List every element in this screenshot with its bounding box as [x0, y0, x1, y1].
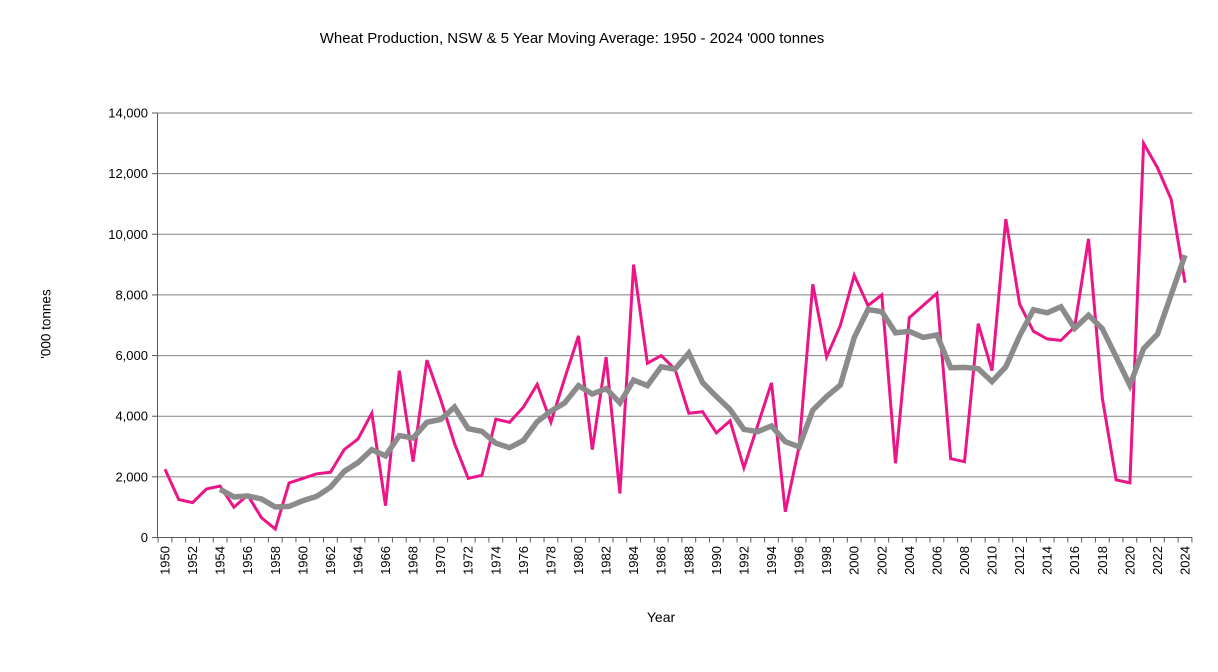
y-axis-tick-label: 2,000 — [115, 469, 148, 484]
x-axis-tick-label: 1992 — [736, 546, 751, 575]
x-axis-tick-label: 2020 — [1122, 546, 1137, 575]
y-axis-tick-label: 12,000 — [108, 166, 148, 181]
x-axis-tick-label: 2010 — [985, 546, 1000, 575]
x-axis-tick-label: 2014 — [1040, 546, 1055, 575]
x-axis-tick-label: 1960 — [295, 546, 310, 575]
x-axis-tick-label: 1972 — [461, 546, 476, 575]
x-axis-tick-label: 1978 — [543, 546, 558, 575]
x-axis-tick-label: 1964 — [350, 546, 365, 575]
x-axis-title: Year — [646, 609, 676, 625]
y-axis-tick-label: 14,000 — [108, 106, 148, 121]
x-axis-tick-label: 1950 — [158, 546, 173, 575]
x-axis-tick-label: 1958 — [268, 546, 283, 575]
x-axis-tick-label: 2016 — [1067, 546, 1082, 575]
x-axis-tick-label: 2006 — [929, 546, 944, 575]
y-axis-tick-label: 8,000 — [115, 287, 148, 302]
chart-title: Wheat Production, NSW & 5 Year Moving Av… — [319, 30, 825, 47]
x-axis-tick-label: 2024 — [1178, 546, 1193, 575]
x-axis-tick-label: 2018 — [1095, 546, 1110, 575]
y-axis-title: '000 tonnes — [38, 289, 54, 359]
y-axis-tick-label: 0 — [141, 530, 148, 545]
x-axis-tick-label: 1966 — [378, 546, 393, 575]
x-axis-tick-label: 2004 — [902, 546, 917, 575]
y-axis-tick-label: 10,000 — [108, 227, 148, 242]
x-axis-tick-label: 1990 — [709, 546, 724, 575]
x-axis-tick-label: 1954 — [213, 546, 228, 575]
x-axis-tick-label: 1988 — [681, 546, 696, 575]
moving-average-line — [218, 254, 1188, 510]
y-axis-tick-label: 6,000 — [115, 348, 148, 363]
x-axis-tick-label: 1996 — [792, 546, 807, 575]
x-axis-tick-label: 2022 — [1150, 546, 1165, 575]
x-axis-tick-label: 1984 — [626, 546, 641, 575]
x-axis-tick-label: 2002 — [874, 546, 889, 575]
x-axis-tick-label: 1976 — [516, 546, 531, 575]
x-axis-tick-label: 1974 — [488, 546, 503, 575]
x-axis-tick-label: 1998 — [819, 546, 834, 575]
x-axis-tick-label: 1962 — [323, 546, 338, 575]
x-axis-tick-label: 1968 — [406, 546, 421, 575]
x-axis-tick-label: 1956 — [240, 546, 255, 575]
y-axis-tick-label: 4,000 — [115, 409, 148, 424]
x-axis-tick-label: 1986 — [654, 546, 669, 575]
x-axis-tick-label: 2000 — [847, 546, 862, 575]
production-line — [163, 137, 1187, 532]
x-axis-tick-label: 1980 — [571, 546, 586, 575]
x-axis-tick-label: 1994 — [764, 546, 779, 575]
x-axis-tick-label: 2012 — [1012, 546, 1027, 575]
x-axis-tick-label: 2008 — [957, 546, 972, 575]
x-axis-tick-label: 1982 — [599, 546, 614, 575]
x-axis-tick-label: 1952 — [185, 546, 200, 575]
x-axis-tick-label: 1970 — [433, 546, 448, 575]
